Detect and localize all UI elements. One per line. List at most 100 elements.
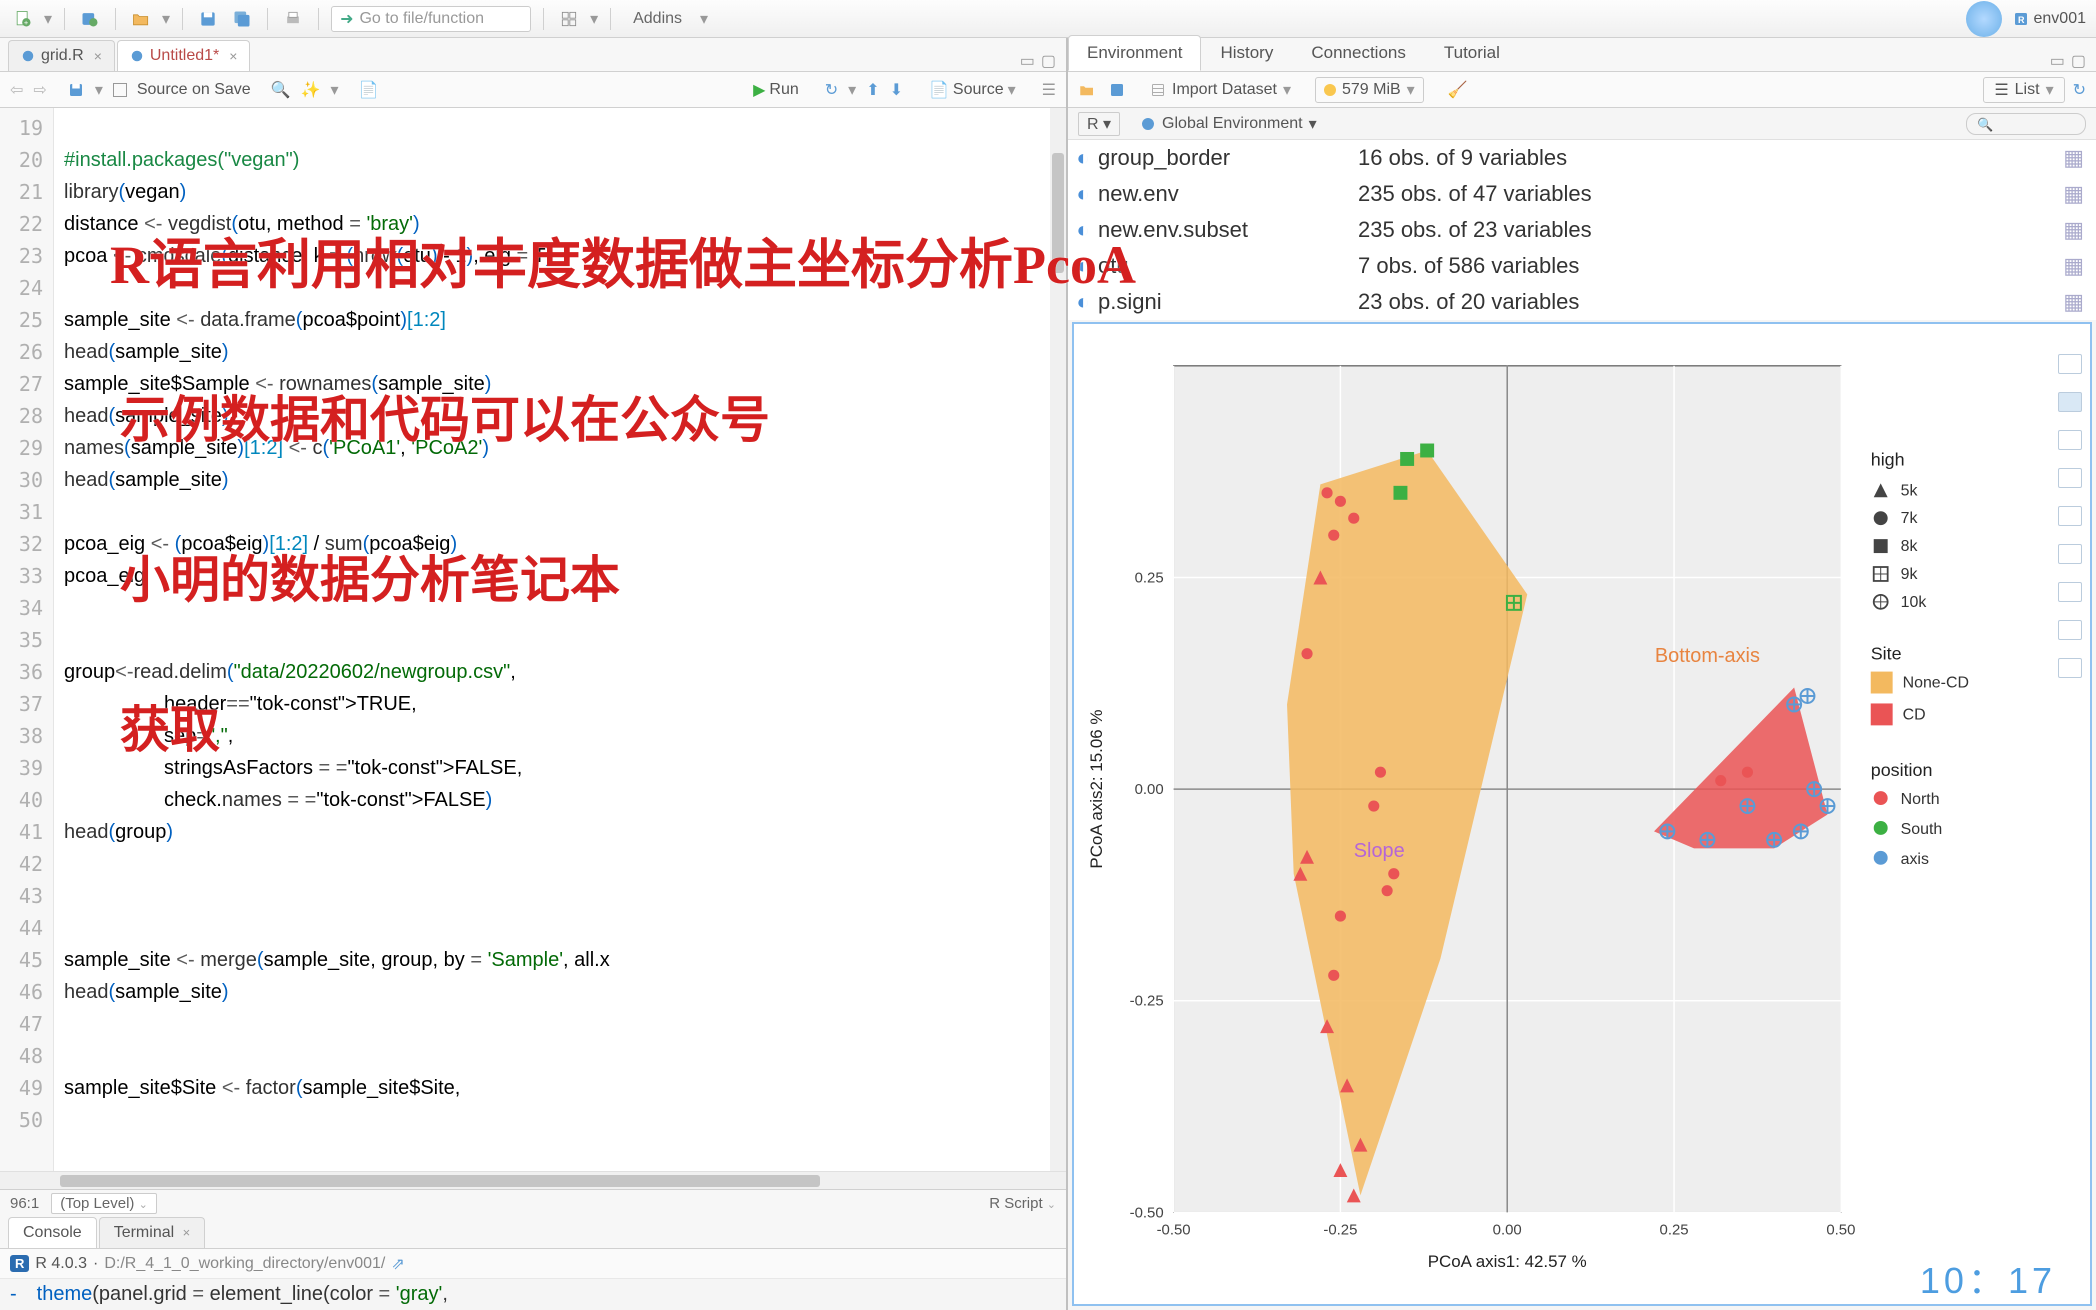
console-header: R R 4.0.3 · D:/R_4_1_0_working_directory… bbox=[0, 1249, 1066, 1279]
environment-list: ◐group_border16 obs. of 9 variables▦◐new… bbox=[1068, 140, 2096, 320]
goto-file-input[interactable]: ➜ Go to file/function bbox=[331, 6, 531, 32]
wand-icon[interactable]: ✨ bbox=[301, 80, 321, 100]
save-icon[interactable] bbox=[195, 6, 221, 32]
print-icon[interactable] bbox=[280, 6, 306, 32]
env-row[interactable]: ◐new.env235 obs. of 47 variables▦ bbox=[1068, 176, 2096, 212]
code-lines[interactable]: #install.packages("vegan")library(vegan)… bbox=[54, 108, 1066, 1171]
horizontal-scrollbar[interactable] bbox=[0, 1171, 1066, 1189]
user-avatar[interactable] bbox=[1966, 1, 2002, 37]
go-down-icon[interactable]: ⬇ bbox=[890, 80, 903, 100]
svg-text:0.00: 0.00 bbox=[1135, 781, 1164, 798]
plot-panel: -0.50-0.250.000.250.50-0.50-0.250.000.25… bbox=[1072, 322, 2092, 1306]
refresh-icon[interactable]: ↻ bbox=[2073, 80, 2086, 100]
save-workspace-icon[interactable] bbox=[1108, 81, 1126, 99]
plot-tool-icon[interactable] bbox=[2058, 430, 2082, 450]
load-workspace-icon[interactable] bbox=[1078, 81, 1096, 99]
plot-tool-icon[interactable] bbox=[2058, 468, 2082, 488]
plot-tool-icon[interactable] bbox=[2058, 392, 2082, 412]
svg-text:Bottom-axis: Bottom-axis bbox=[1655, 645, 1760, 667]
minimize-icon[interactable]: ▭ bbox=[1020, 51, 1035, 71]
back-icon[interactable]: ⇦ bbox=[10, 80, 23, 100]
file-type[interactable]: R Script ⌄ bbox=[989, 1195, 1056, 1212]
svg-text:+: + bbox=[24, 17, 29, 26]
env-row[interactable]: ◐new.env.subset235 obs. of 23 variables▦ bbox=[1068, 212, 2096, 248]
go-up-icon[interactable]: ⬆ bbox=[866, 80, 879, 100]
save-all-icon[interactable] bbox=[229, 6, 255, 32]
svg-text:None-CD: None-CD bbox=[1903, 675, 1969, 692]
tab-console[interactable]: Console bbox=[8, 1217, 97, 1248]
line-gutter: 1920212223242526272829303132333435363738… bbox=[0, 108, 54, 1171]
svg-text:South: South bbox=[1901, 821, 1943, 838]
project-label[interactable]: R env001 bbox=[2012, 10, 2087, 28]
env-row[interactable]: ◐p.signi23 obs. of 20 variables▦ bbox=[1068, 284, 2096, 320]
import-dataset-button[interactable]: Import Dataset ▾ bbox=[1150, 80, 1291, 100]
svg-text:-0.25: -0.25 bbox=[1323, 1221, 1357, 1238]
plot-tool-icon[interactable] bbox=[2058, 506, 2082, 526]
r-scope-button[interactable]: R ▾ bbox=[1078, 112, 1120, 136]
minimize-icon[interactable]: ▭ bbox=[2050, 51, 2065, 71]
forward-icon[interactable]: ⇨ bbox=[33, 80, 46, 100]
editor-toolbar: ⇦ ⇨ ▾ Source on Save 🔍 ✨ ▾ 📄 ▶Run ↻ ▾ ⬆ … bbox=[0, 72, 1066, 108]
tab-environment[interactable]: Environment bbox=[1068, 35, 1201, 71]
tab-untitled[interactable]: Untitled1* × bbox=[117, 40, 251, 71]
svg-text:PCoA axis2: 15.06 %: PCoA axis2: 15.06 % bbox=[1087, 710, 1106, 869]
outline-icon[interactable]: ☰ bbox=[1042, 80, 1056, 100]
plot-tool-icon[interactable] bbox=[2058, 354, 2082, 374]
editor-tabs: grid.R × Untitled1* × ▭ ▢ bbox=[0, 38, 1066, 72]
find-icon[interactable]: 🔍 bbox=[271, 80, 291, 100]
console-tabs: Console Terminal × bbox=[0, 1217, 1066, 1249]
memory-indicator[interactable]: 579 MiB ▾ bbox=[1315, 77, 1424, 103]
list-view-button[interactable]: ☰ List ▾ bbox=[1983, 77, 2064, 103]
code-editor[interactable]: 1920212223242526272829303132333435363738… bbox=[0, 108, 1066, 1171]
close-icon[interactable]: × bbox=[183, 1225, 191, 1240]
env-search-input[interactable]: 🔍 bbox=[1966, 113, 2086, 135]
vertical-scrollbar[interactable] bbox=[1050, 108, 1066, 1171]
svg-text:10k: 10k bbox=[1901, 594, 1927, 611]
close-icon[interactable]: × bbox=[229, 48, 237, 64]
environment-scope: R ▾ Global Environment ▾ 🔍 bbox=[1068, 108, 2096, 140]
addins-menu[interactable]: Addins bbox=[623, 10, 692, 28]
plot-tool-icon[interactable] bbox=[2058, 658, 2082, 678]
svg-text:Slope: Slope bbox=[1354, 840, 1405, 862]
environment-tabs: Environment History Connections Tutorial… bbox=[1068, 38, 2096, 72]
console-output[interactable]: -theme(panel.grid = element_line(color =… bbox=[0, 1279, 1066, 1310]
plot-tool-icon[interactable] bbox=[2058, 582, 2082, 602]
source-on-save-checkbox[interactable] bbox=[113, 83, 127, 97]
r-badge-icon: R bbox=[10, 1255, 29, 1272]
tab-connections[interactable]: Connections bbox=[1292, 35, 1425, 71]
new-project-icon[interactable] bbox=[77, 6, 103, 32]
browse-dir-icon[interactable]: ⇗ bbox=[391, 1254, 404, 1274]
plot-tool-icon[interactable] bbox=[2058, 544, 2082, 564]
goto-placeholder: Go to file/function bbox=[359, 10, 484, 28]
working-dir: D:/R_4_1_0_working_directory/env001/ bbox=[104, 1255, 385, 1273]
svg-text:PCoA axis1: 42.57 %: PCoA axis1: 42.57 % bbox=[1428, 1252, 1587, 1271]
global-env-button[interactable]: Global Environment ▾ bbox=[1140, 114, 1317, 134]
rerun-icon[interactable]: ↻ bbox=[825, 80, 838, 100]
broom-icon[interactable]: 🧹 bbox=[1448, 80, 1468, 100]
run-button[interactable]: ▶Run bbox=[747, 78, 805, 102]
svg-text:Site: Site bbox=[1871, 644, 1902, 664]
svg-text:high: high bbox=[1871, 449, 1905, 469]
tab-history[interactable]: History bbox=[1201, 35, 1292, 71]
source-button[interactable]: 📄Source▾ bbox=[923, 78, 1022, 102]
close-icon[interactable]: × bbox=[94, 48, 102, 64]
timestamp: 10：17 bbox=[1920, 1252, 2056, 1304]
save-icon[interactable] bbox=[67, 81, 85, 99]
maximize-icon[interactable]: ▢ bbox=[1041, 51, 1056, 71]
tab-tutorial[interactable]: Tutorial bbox=[1425, 35, 1519, 71]
env-row[interactable]: ◐group_border16 obs. of 9 variables▦ bbox=[1068, 140, 2096, 176]
scope-selector[interactable]: (Top Level) ⌄ bbox=[51, 1193, 157, 1214]
tab-terminal[interactable]: Terminal × bbox=[99, 1217, 206, 1248]
svg-text:8k: 8k bbox=[1901, 538, 1918, 555]
plot-tool-icon[interactable] bbox=[2058, 620, 2082, 640]
open-file-icon[interactable] bbox=[128, 6, 154, 32]
svg-text:-0.50: -0.50 bbox=[1157, 1221, 1191, 1238]
env-row[interactable]: ◐otu7 obs. of 586 variables▦ bbox=[1068, 248, 2096, 284]
maximize-icon[interactable]: ▢ bbox=[2071, 51, 2086, 71]
grid-view-icon[interactable] bbox=[556, 6, 582, 32]
tab-grid-r[interactable]: grid.R × bbox=[8, 40, 115, 71]
new-file-icon[interactable]: + bbox=[10, 6, 36, 32]
notebook-icon[interactable]: 📄 bbox=[359, 80, 379, 100]
svg-text:North: North bbox=[1901, 791, 1940, 808]
svg-text:axis: axis bbox=[1901, 851, 1929, 868]
